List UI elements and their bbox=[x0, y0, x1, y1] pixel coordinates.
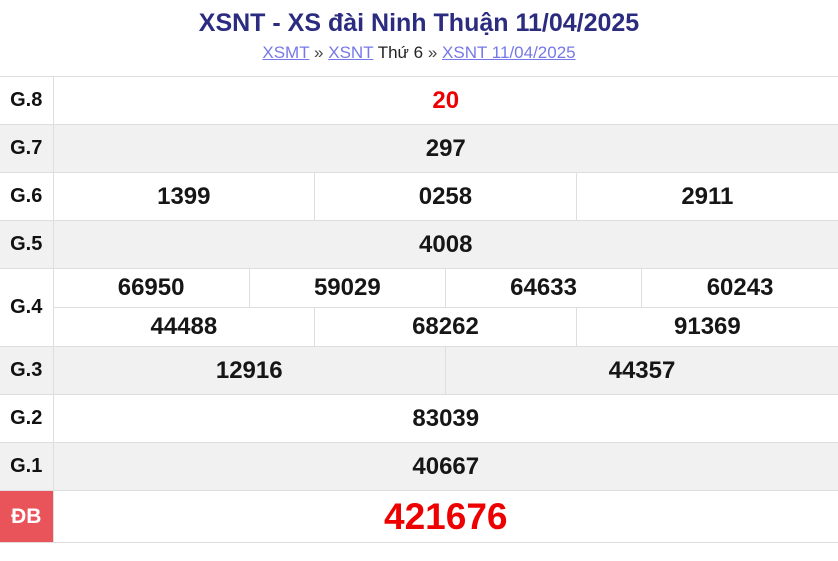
prize-value: 20 bbox=[52, 76, 838, 125]
prize-value: 64633 bbox=[444, 268, 643, 308]
prize-label: G.6 bbox=[0, 172, 54, 221]
breadcrumb-link[interactable]: XSNT 11/04/2025 bbox=[442, 43, 576, 62]
prize-row: G.1 40667 bbox=[0, 442, 838, 491]
prize-value: 40667 bbox=[52, 442, 838, 491]
prize-row: G.5 4008 bbox=[0, 220, 838, 269]
breadcrumb-link[interactable]: XSNT bbox=[328, 43, 374, 62]
prize-value: 59029 bbox=[248, 268, 446, 308]
prize-row: 44488 68262 91369 bbox=[0, 307, 838, 347]
prize-value: 66950 bbox=[52, 268, 250, 308]
prize-label: G.8 bbox=[0, 76, 54, 125]
prize-value: 4008 bbox=[52, 220, 838, 269]
prize-row: G.6 1399 0258 2911 bbox=[0, 172, 838, 221]
prize-value: 0258 bbox=[314, 172, 577, 221]
breadcrumb-link[interactable]: XSMT bbox=[262, 43, 310, 62]
prize-value: 44357 bbox=[444, 346, 838, 395]
lottery-results-body: G.8 20 G.7 297 G.6 1399 0258 2911 G.5 4008 G.4 6695… bbox=[0, 76, 838, 543]
prize-row: G.8 20 bbox=[0, 76, 838, 125]
prize-label: ĐB bbox=[0, 490, 54, 543]
prize-value: 91369 bbox=[575, 307, 838, 347]
prize-row: ĐB 421676 bbox=[0, 490, 838, 543]
prize-value: 83039 bbox=[52, 394, 838, 443]
page-title: XSNT - XS đài Ninh Thuận 11/04/2025 bbox=[198, 9, 640, 37]
prize-value: 297 bbox=[52, 124, 838, 173]
breadcrumb-separator: » bbox=[314, 43, 324, 62]
page-header: XSNT - XS đài Ninh Thuận 11/04/2025 XSMT… bbox=[0, 9, 838, 64]
prize-value: 421676 bbox=[52, 490, 838, 543]
prize-value: 44488 bbox=[52, 307, 316, 347]
breadcrumb-text: Thứ 6 bbox=[377, 43, 424, 62]
prize-label: G.1 bbox=[0, 442, 54, 491]
prize-label: G.4 bbox=[0, 268, 54, 347]
prize-value: 2911 bbox=[575, 172, 838, 221]
prize-value: 1399 bbox=[52, 172, 316, 221]
prize-label: G.3 bbox=[0, 346, 54, 395]
prize-row: G.4 66950 59029 64633 60243 bbox=[0, 268, 838, 347]
breadcrumb: XSMT » XSNT Thứ 6 » XSNT 11/04/2025 bbox=[0, 42, 838, 64]
prize-label: G.7 bbox=[0, 124, 54, 173]
prize-row: G.2 83039 bbox=[0, 394, 838, 443]
lottery-results-table: G.8 20 G.7 297 G.6 1399 0258 2911 G.5 4008 G.4 6695… bbox=[0, 76, 838, 543]
prize-label: G.5 bbox=[0, 220, 54, 269]
breadcrumb-separator: » bbox=[427, 43, 438, 62]
prize-label: G.2 bbox=[0, 394, 54, 443]
prize-value: 12916 bbox=[52, 346, 446, 395]
prize-row: G.7 297 bbox=[0, 124, 838, 173]
prize-value: 60243 bbox=[641, 268, 838, 308]
prize-value: 68262 bbox=[314, 307, 577, 347]
prize-row: G.3 12916 44357 bbox=[0, 346, 838, 395]
